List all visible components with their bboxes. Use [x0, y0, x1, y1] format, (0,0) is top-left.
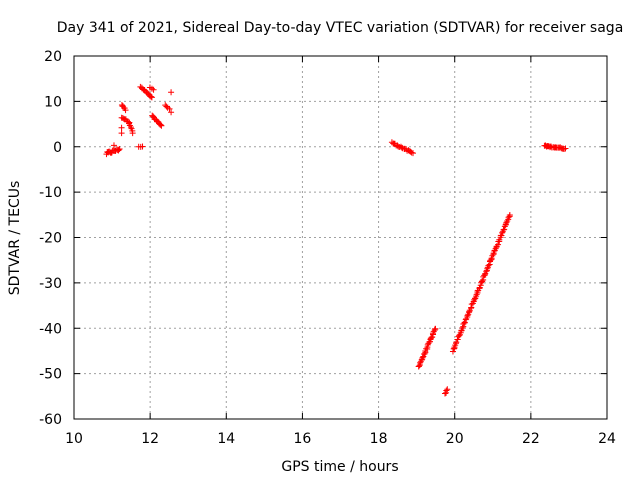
data-point: [506, 211, 513, 218]
data-point: [454, 336, 461, 343]
data-point: [129, 130, 136, 137]
data-point: [419, 354, 426, 361]
data-point: [488, 255, 495, 262]
data-point: [410, 150, 417, 157]
y-tick-labels: -60 -50 -40 -30 -20 -10 0 10 20: [39, 49, 62, 428]
y-tick-label: -10: [39, 185, 62, 201]
data-point: [148, 94, 155, 101]
grid-lines: [74, 56, 607, 419]
data-point: [473, 291, 480, 298]
x-tick-label: 14: [217, 431, 235, 447]
data-point: [421, 350, 428, 357]
data-point: [461, 319, 468, 326]
plot-frame: [73, 55, 608, 420]
data-point: [168, 109, 175, 116]
x-tick-label: 20: [446, 431, 464, 447]
x-axis-label: GPS time / hours: [281, 459, 398, 475]
data-point: [429, 333, 436, 340]
x-tick-label: 16: [294, 431, 312, 447]
data-point: [479, 278, 486, 285]
y-axis-label: SDTVAR / TECUs: [7, 181, 23, 296]
data-point: [408, 149, 415, 156]
data-point: [118, 130, 125, 137]
data-point: [427, 335, 434, 342]
data-point: [496, 236, 503, 243]
x-tick-label: 18: [370, 431, 388, 447]
data-point: [562, 145, 569, 152]
data-point: [415, 363, 422, 370]
data-point: [168, 89, 175, 96]
data-point: [443, 387, 450, 394]
data-point: [148, 93, 155, 100]
data-point: [441, 390, 448, 397]
data-point: [122, 107, 129, 114]
data-point: [484, 265, 491, 272]
data-point: [453, 339, 460, 346]
y-tick-label: -50: [39, 367, 62, 383]
data-point: [157, 122, 164, 129]
data-point: [118, 124, 125, 131]
y-tick-label: -40: [39, 321, 62, 337]
y-tick-label: -60: [39, 412, 62, 428]
chart-title: Day 341 of 2021, Sidereal Day-to-day VTE…: [57, 20, 624, 36]
data-point: [489, 252, 496, 259]
data-point: [449, 348, 456, 355]
data-points: [103, 83, 569, 397]
data-point: [432, 325, 439, 332]
data-point: [127, 124, 134, 131]
data-point: [485, 262, 492, 269]
data-point: [483, 268, 490, 275]
data-point: [444, 386, 451, 393]
data-point: [139, 143, 146, 150]
data-point: [499, 229, 506, 236]
data-point: [150, 113, 157, 120]
data-point: [498, 232, 505, 239]
y-tick-label: -30: [39, 276, 62, 292]
data-point: [110, 142, 117, 149]
data-point: [464, 312, 471, 319]
x-tick-label: 24: [598, 431, 616, 447]
data-point: [459, 324, 466, 331]
x-tick-label: 12: [141, 431, 159, 447]
data-point: [158, 122, 165, 129]
y-tick-label: 0: [53, 140, 62, 156]
data-point: [150, 86, 157, 93]
x-tick-labels: 10 12 14 16 18 20 22 24: [65, 431, 616, 447]
x-tick-label: 22: [522, 431, 540, 447]
data-point: [501, 226, 508, 233]
data-point: [115, 146, 122, 153]
data-point: [116, 146, 123, 153]
y-tick-label: 10: [44, 94, 62, 110]
x-tick-label: 10: [65, 431, 83, 447]
y-tick-label: 20: [44, 49, 62, 65]
data-point: [166, 105, 173, 112]
y-tick-label: -20: [39, 231, 62, 247]
data-point: [163, 103, 170, 110]
data-point: [407, 148, 414, 155]
